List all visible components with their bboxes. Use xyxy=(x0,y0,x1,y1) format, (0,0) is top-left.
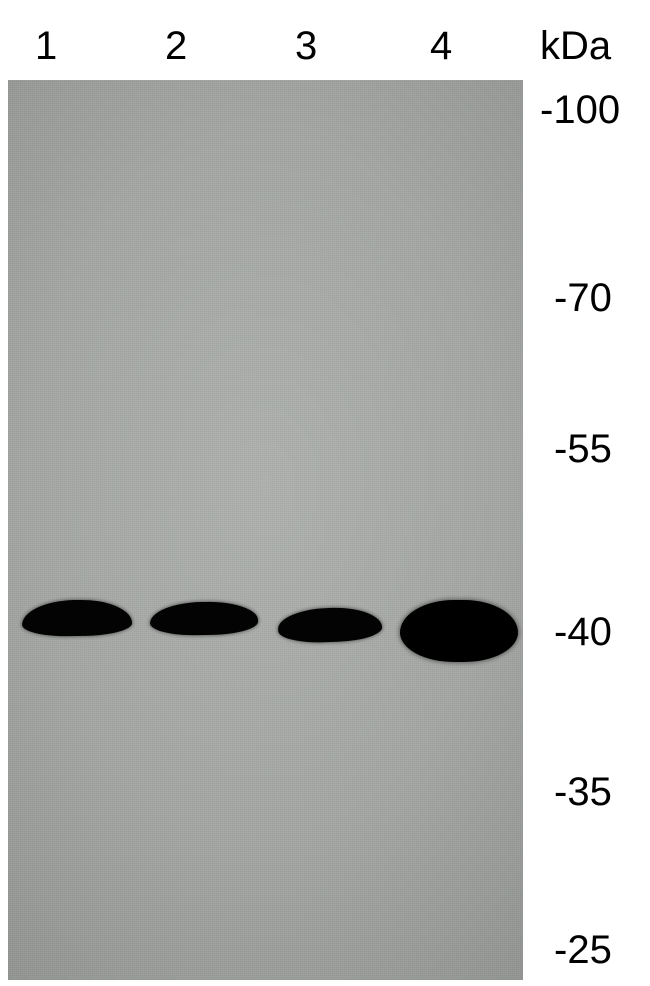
lane-label-3: 3 xyxy=(295,24,317,69)
ladder-label-70: -70 xyxy=(554,276,612,321)
ladder-label-40: -40 xyxy=(554,610,612,655)
ladder-label-25: -25 xyxy=(554,928,612,973)
lane-label-4: 4 xyxy=(430,24,452,69)
ladder-label-100: -100 xyxy=(540,88,620,133)
lane-label-2: 2 xyxy=(165,24,187,69)
unit-label: kDa xyxy=(540,24,611,69)
ladder-label-55: -55 xyxy=(554,427,612,472)
film-grain-overlay xyxy=(8,80,523,980)
band-lane-4 xyxy=(400,600,518,662)
blot-film xyxy=(8,80,523,980)
lane-label-1: 1 xyxy=(35,24,57,69)
ladder-label-35: -35 xyxy=(554,770,612,815)
western-blot-figure: 1 2 3 4 kDa -100 -70 -55 -40 -35 -25 xyxy=(0,0,650,986)
